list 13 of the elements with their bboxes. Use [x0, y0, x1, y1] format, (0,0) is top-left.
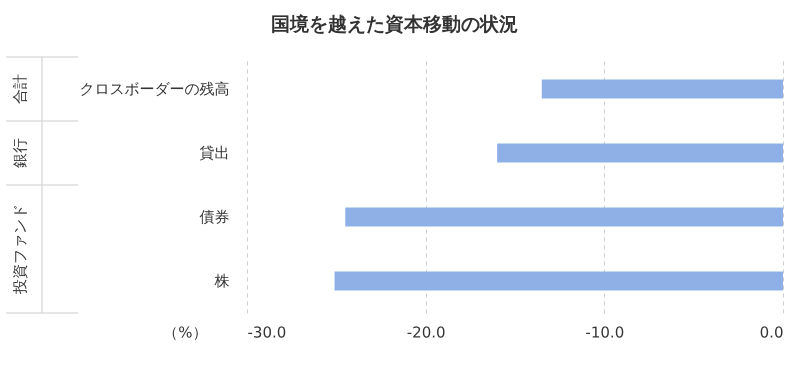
y-tick-label: 債券: [200, 208, 230, 226]
y-tick-label: 株: [214, 272, 230, 290]
text: 合計: [11, 74, 29, 104]
text: 投資ファンド: [11, 204, 29, 295]
x-tick-label: 0.0: [760, 324, 784, 342]
x-tick-label: -10.0: [585, 324, 624, 342]
chart-title: 国境を越えた資本移動の状況: [270, 14, 518, 36]
y-tick-label: クロスボーダーの残高: [80, 80, 230, 98]
y-tick-label: 貸出: [200, 144, 230, 162]
x-tick-label: -30.0: [248, 324, 286, 342]
x-axis-title: （%）: [163, 324, 208, 342]
text: 銀行: [11, 138, 29, 168]
x-tick-label: -20.0: [406, 324, 446, 342]
